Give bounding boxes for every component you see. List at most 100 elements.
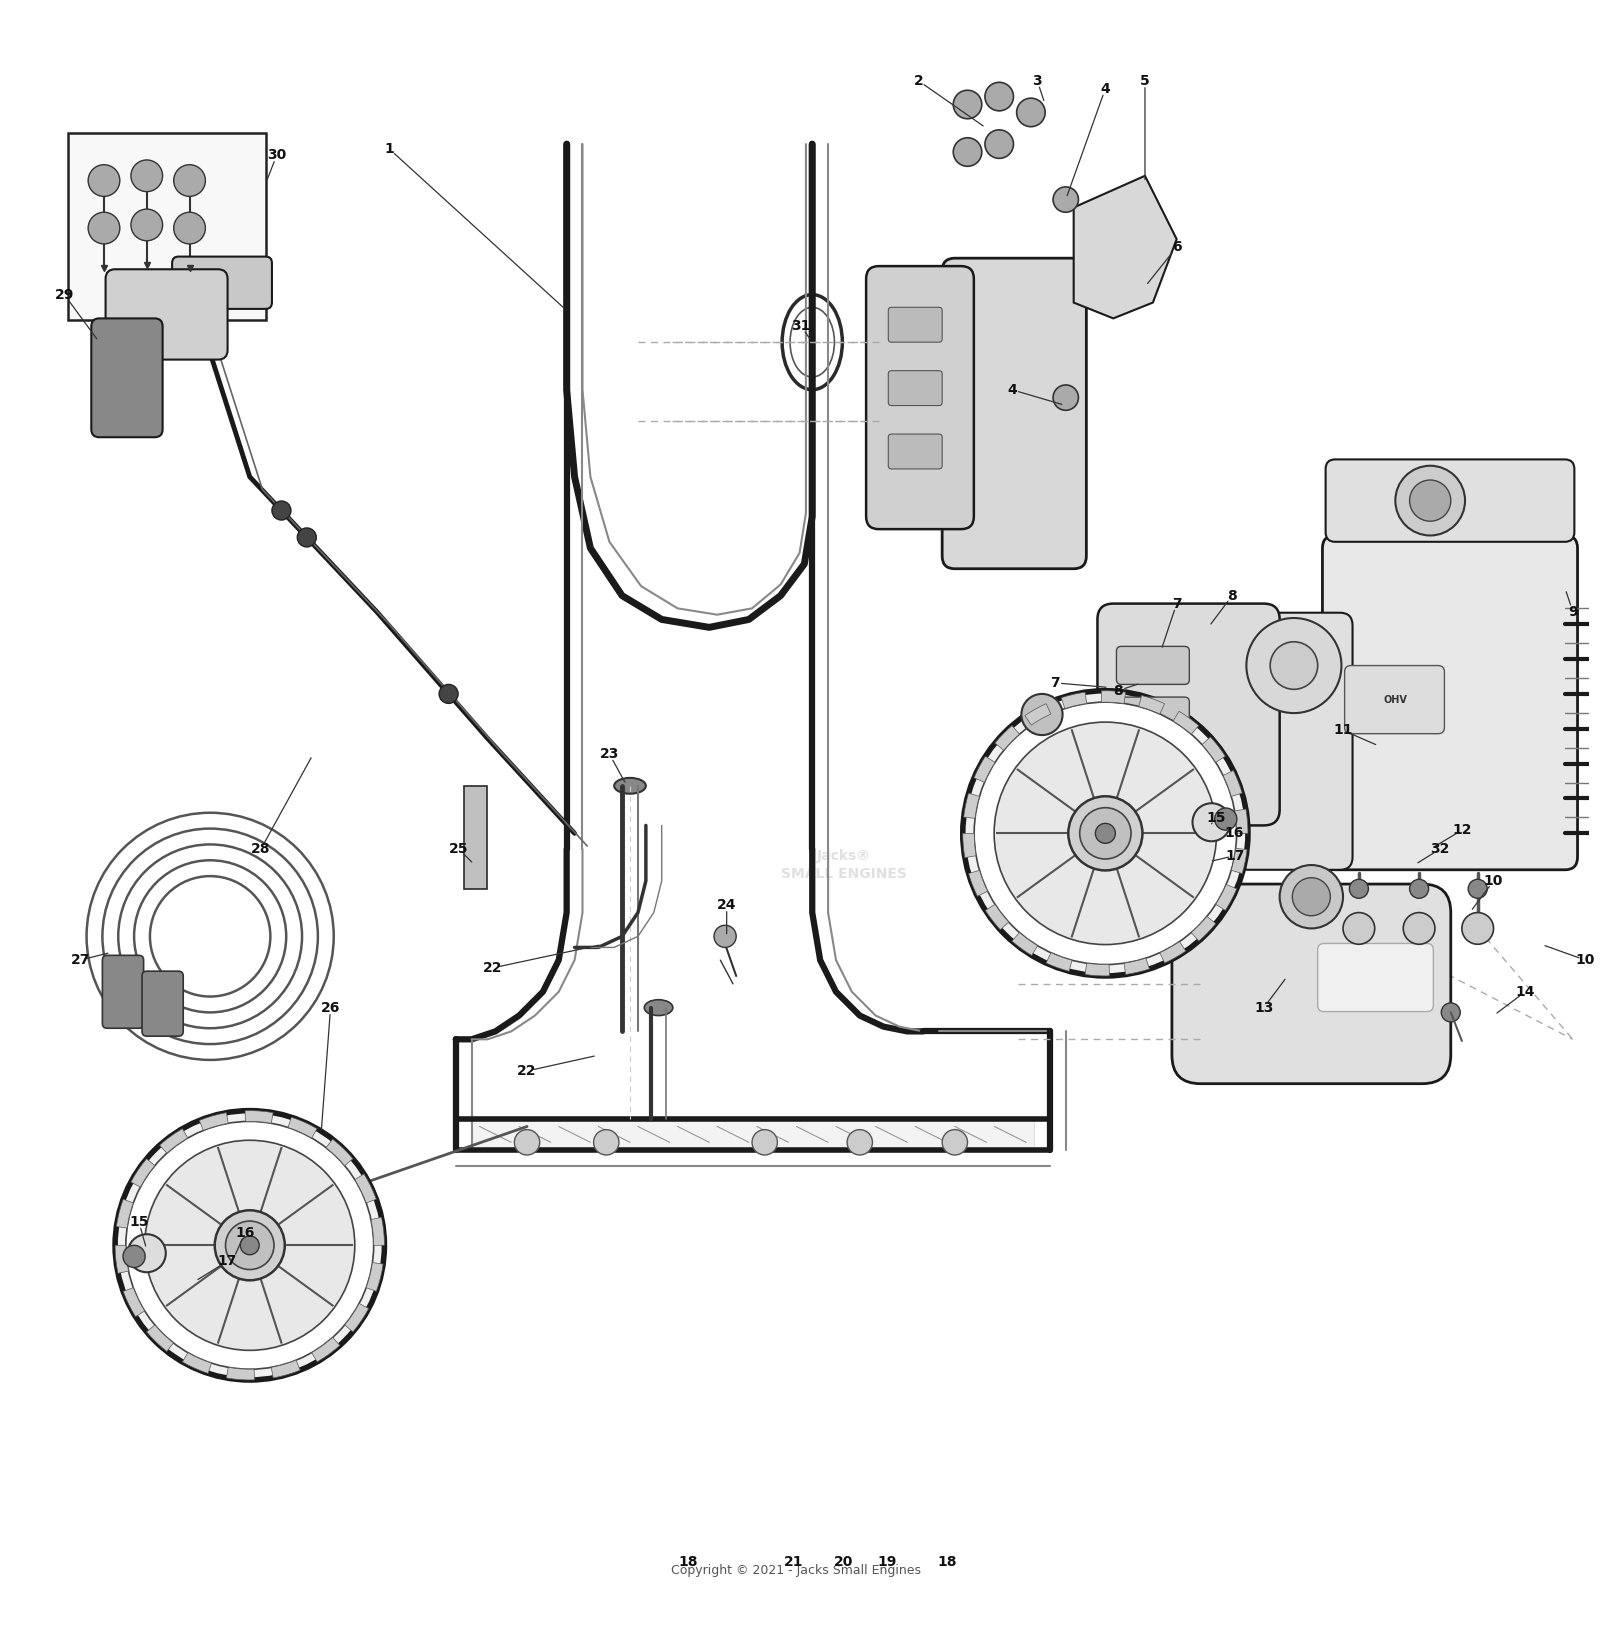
Circle shape <box>1349 880 1368 898</box>
Text: 5: 5 <box>1141 74 1150 88</box>
Polygon shape <box>1026 703 1051 724</box>
Ellipse shape <box>614 778 646 793</box>
Text: 29: 29 <box>54 288 74 301</box>
Circle shape <box>1096 824 1115 844</box>
FancyBboxPatch shape <box>888 433 942 469</box>
Text: 15: 15 <box>1206 811 1226 824</box>
Text: 27: 27 <box>70 953 90 966</box>
Text: 26: 26 <box>322 1001 341 1015</box>
FancyBboxPatch shape <box>1318 943 1434 1012</box>
Circle shape <box>214 1210 285 1280</box>
Text: 13: 13 <box>1254 1001 1274 1015</box>
Text: 21: 21 <box>784 1555 803 1570</box>
Circle shape <box>1214 808 1237 831</box>
Circle shape <box>1469 880 1488 898</box>
Text: 16: 16 <box>235 1226 254 1239</box>
Polygon shape <box>1192 916 1216 942</box>
Circle shape <box>226 1221 274 1269</box>
Text: 17: 17 <box>218 1254 237 1269</box>
Polygon shape <box>963 834 976 858</box>
FancyBboxPatch shape <box>1117 646 1189 685</box>
FancyBboxPatch shape <box>1323 536 1578 870</box>
FancyBboxPatch shape <box>106 270 227 360</box>
Text: 18: 18 <box>678 1555 699 1570</box>
Polygon shape <box>131 1159 155 1187</box>
FancyBboxPatch shape <box>888 307 942 342</box>
FancyBboxPatch shape <box>1344 665 1445 734</box>
Text: 7: 7 <box>1050 675 1059 690</box>
Polygon shape <box>1173 711 1198 734</box>
Polygon shape <box>182 1352 211 1373</box>
Circle shape <box>1293 878 1330 916</box>
Circle shape <box>240 1236 259 1254</box>
Text: OHV: OHV <box>1384 695 1408 705</box>
Polygon shape <box>344 1303 368 1333</box>
Circle shape <box>130 1252 149 1270</box>
Circle shape <box>963 690 1248 976</box>
FancyBboxPatch shape <box>102 955 144 1028</box>
Polygon shape <box>117 1198 133 1228</box>
Circle shape <box>986 82 1013 111</box>
Polygon shape <box>1011 932 1038 955</box>
Circle shape <box>1246 618 1341 713</box>
Text: 10: 10 <box>1576 953 1595 966</box>
Polygon shape <box>1222 770 1242 796</box>
FancyBboxPatch shape <box>866 267 974 530</box>
Circle shape <box>994 723 1216 945</box>
Circle shape <box>1053 384 1078 410</box>
Polygon shape <box>1202 737 1226 762</box>
Text: 9: 9 <box>1568 605 1578 618</box>
Polygon shape <box>963 793 979 819</box>
Circle shape <box>986 129 1013 159</box>
Circle shape <box>1395 466 1466 536</box>
Circle shape <box>128 1234 166 1272</box>
Polygon shape <box>1139 695 1165 714</box>
Circle shape <box>942 1130 968 1154</box>
Circle shape <box>1080 808 1131 858</box>
Polygon shape <box>226 1367 254 1380</box>
Polygon shape <box>272 1360 301 1378</box>
Text: Copyright © 2021 - Jacks Small Engines: Copyright © 2021 - Jacks Small Engines <box>672 1563 922 1576</box>
Polygon shape <box>1046 953 1072 971</box>
Polygon shape <box>1074 177 1176 319</box>
Circle shape <box>174 165 205 196</box>
Text: 16: 16 <box>1224 826 1243 840</box>
Circle shape <box>1192 803 1230 842</box>
FancyBboxPatch shape <box>1117 747 1189 786</box>
Circle shape <box>144 1140 355 1351</box>
Text: 28: 28 <box>251 842 270 857</box>
Circle shape <box>1442 1002 1461 1022</box>
Polygon shape <box>326 1140 354 1166</box>
Polygon shape <box>1101 690 1126 703</box>
Polygon shape <box>1235 809 1248 834</box>
Circle shape <box>1021 693 1062 736</box>
FancyBboxPatch shape <box>888 371 942 405</box>
Text: 22: 22 <box>517 1064 536 1077</box>
Circle shape <box>846 1130 872 1154</box>
Polygon shape <box>1061 692 1086 708</box>
Circle shape <box>1403 912 1435 945</box>
Text: 30: 30 <box>267 149 286 162</box>
Text: 6: 6 <box>1171 240 1181 253</box>
Text: 15: 15 <box>130 1215 149 1228</box>
Text: 32: 32 <box>1430 842 1450 857</box>
Ellipse shape <box>645 999 674 1015</box>
Circle shape <box>752 1130 778 1154</box>
FancyBboxPatch shape <box>91 319 163 437</box>
FancyBboxPatch shape <box>1235 613 1352 870</box>
Circle shape <box>126 1122 374 1368</box>
Circle shape <box>1270 643 1318 690</box>
Text: Jacks®
SMALL ENGINES: Jacks® SMALL ENGINES <box>781 849 907 881</box>
FancyBboxPatch shape <box>173 257 272 309</box>
Circle shape <box>1016 98 1045 126</box>
Polygon shape <box>312 1337 339 1362</box>
Circle shape <box>1280 865 1342 929</box>
Circle shape <box>974 701 1237 965</box>
Text: 31: 31 <box>792 319 811 334</box>
FancyBboxPatch shape <box>1326 459 1574 541</box>
Polygon shape <box>115 1246 128 1274</box>
Polygon shape <box>1216 885 1237 911</box>
Polygon shape <box>288 1117 317 1138</box>
Text: 3: 3 <box>1032 74 1042 88</box>
Text: 4: 4 <box>1006 383 1016 397</box>
